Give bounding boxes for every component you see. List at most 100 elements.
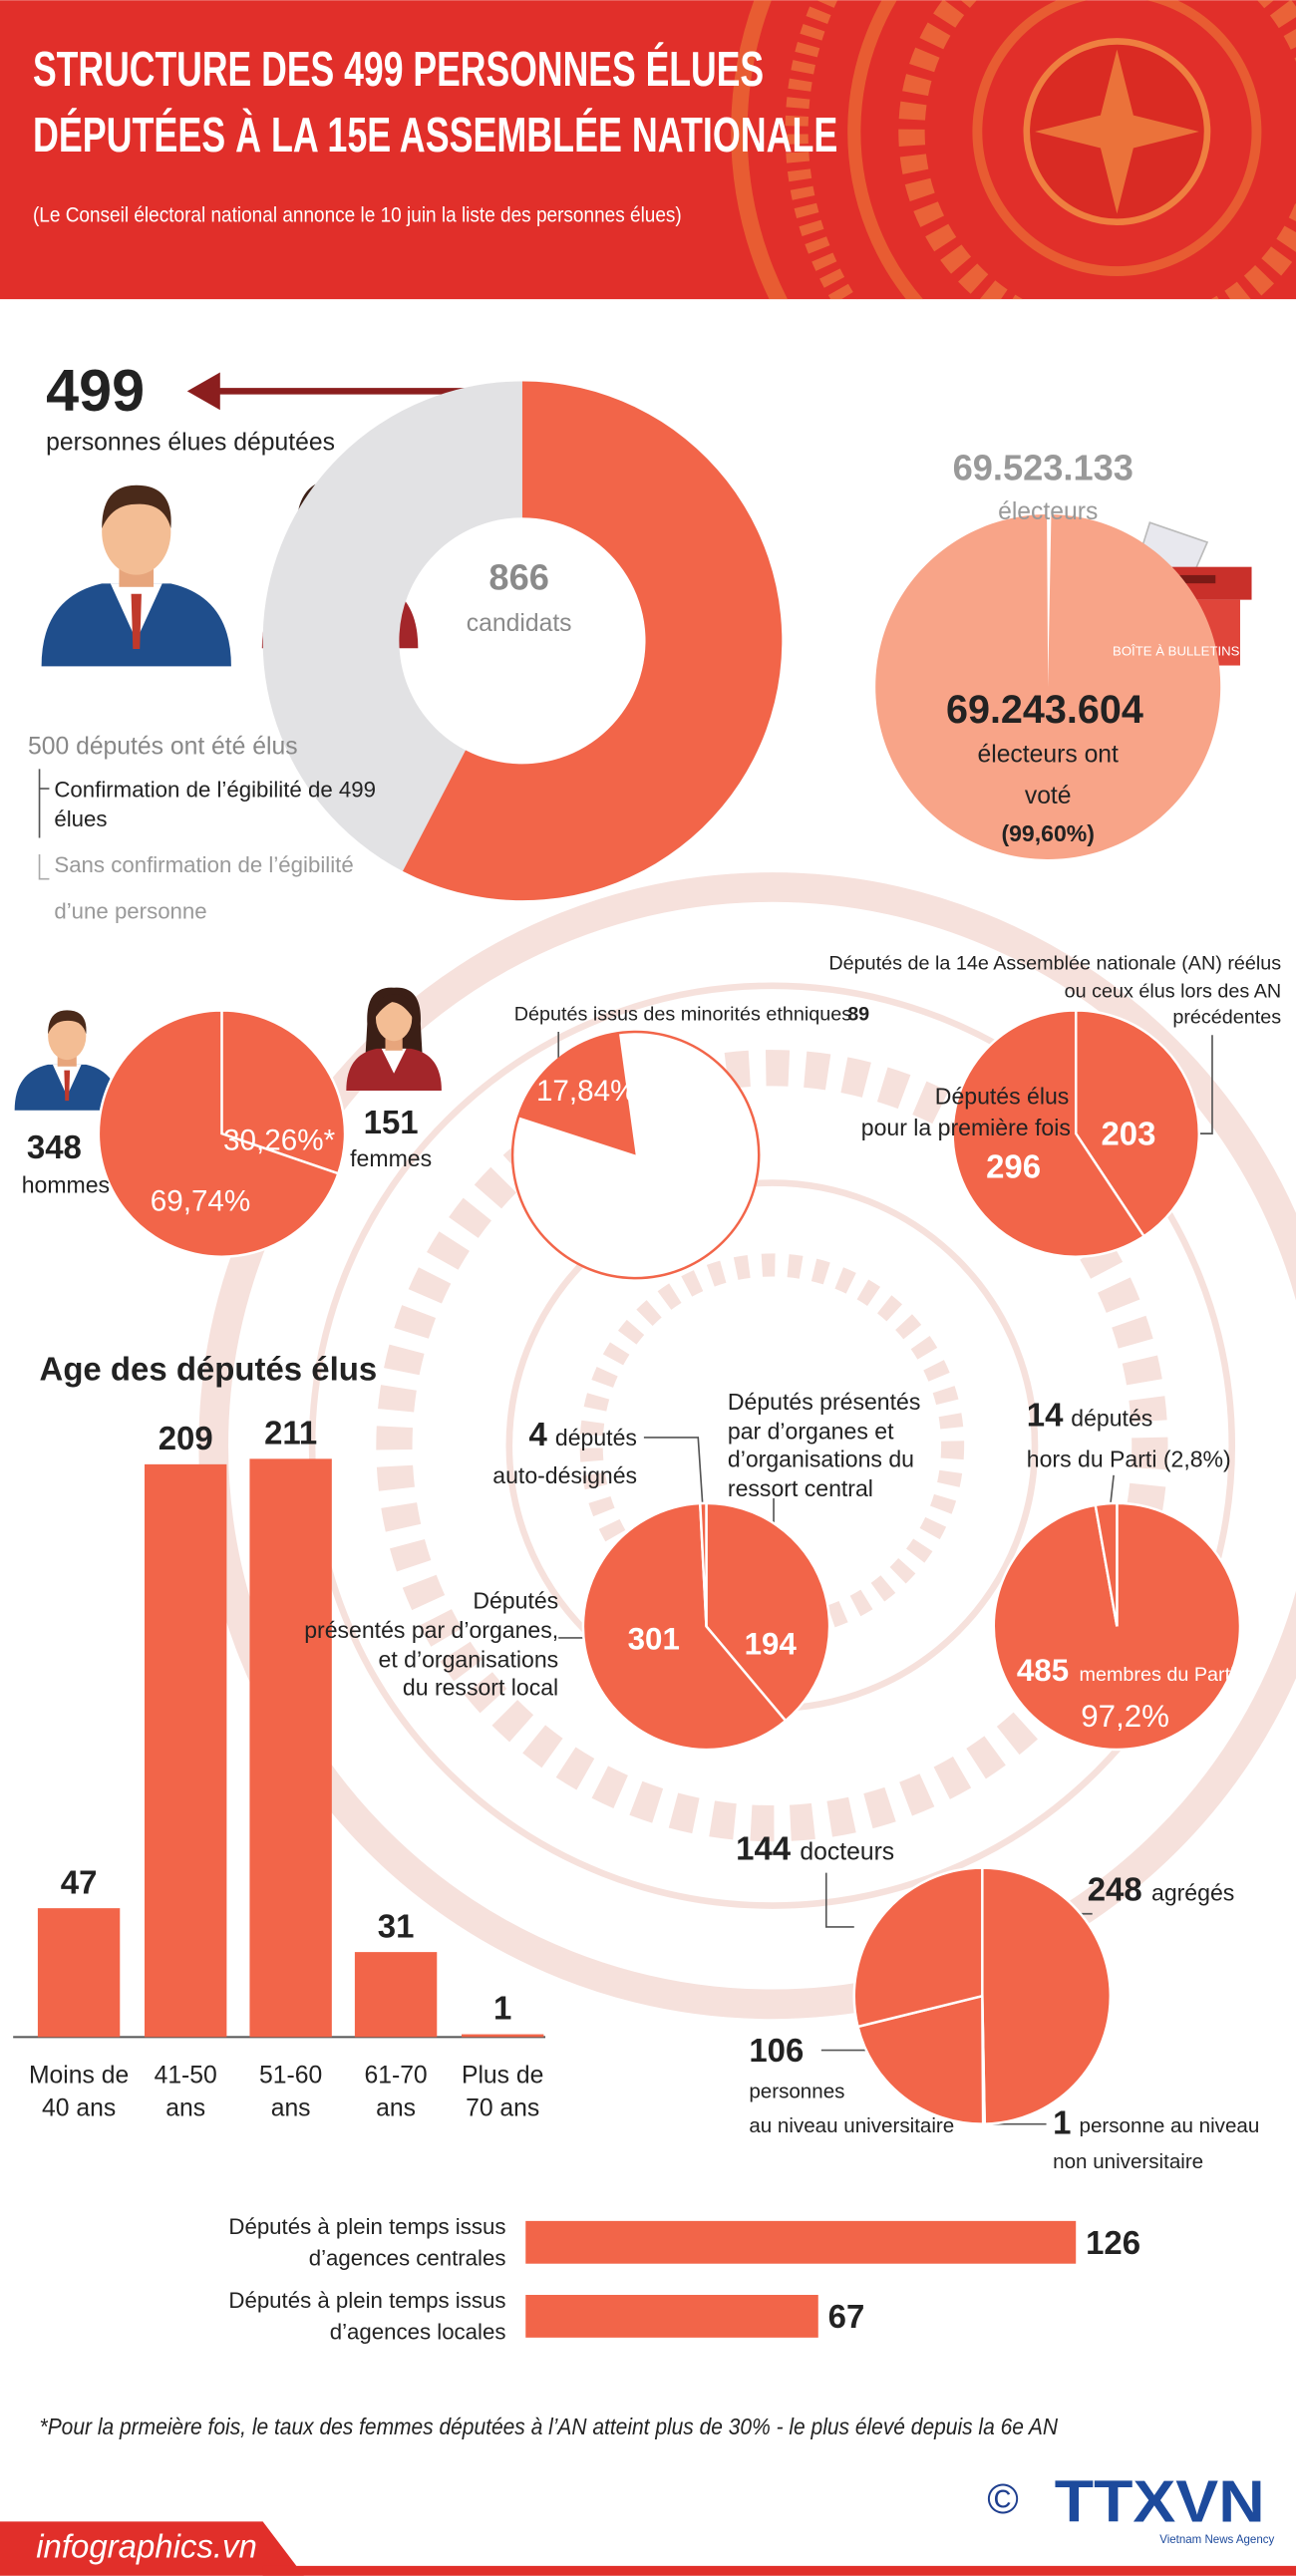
label: 30,26%* xyxy=(223,1125,336,1157)
category-label: Plus de xyxy=(462,2062,543,2089)
value-label: 67 xyxy=(828,2298,865,2335)
big-number: 499 xyxy=(46,357,145,424)
category-label: ans xyxy=(376,2094,416,2121)
man-icon xyxy=(41,484,231,667)
bar-label: d’agences centrales xyxy=(309,2245,506,2270)
bar xyxy=(525,2220,1077,2264)
category-label: 40 ans xyxy=(42,2094,116,2121)
pie-slice xyxy=(875,513,1221,859)
label: précédentes xyxy=(1172,1007,1281,1029)
label: 97,2% xyxy=(1081,1699,1169,1734)
bar-label: Députés à plein temps issus xyxy=(228,2214,505,2239)
label: Députés de la 14e Assemblée nationale (A… xyxy=(828,952,1281,974)
label: du ressort local xyxy=(403,1675,558,1701)
footer-band xyxy=(0,2521,1296,2576)
category-label: 70 ans xyxy=(466,2094,539,2121)
subtitle: (Le Conseil électoral national annonce l… xyxy=(33,203,682,227)
label: 144 xyxy=(736,1829,792,1866)
label: personne au niveau xyxy=(1080,2114,1260,2137)
category-label: 41-50 xyxy=(155,2062,217,2089)
label: Députés issus des minorités ethniques xyxy=(514,1003,852,1025)
pie-slice xyxy=(220,1009,347,1175)
value-label: 211 xyxy=(264,1415,317,1451)
bar-label: Députés à plein temps issus xyxy=(228,2288,505,2313)
pie-slice xyxy=(97,1009,340,1258)
pie-slice xyxy=(856,1994,985,2125)
label: par d’organes et xyxy=(728,1419,894,1445)
label: pour la première fois xyxy=(861,1115,1071,1140)
pie-slice xyxy=(1094,1501,1119,1627)
label: ou ceux élus lors des AN xyxy=(1065,980,1282,1002)
label: députés xyxy=(1071,1405,1152,1431)
label: personnes élues députées xyxy=(46,430,335,457)
label: BOÎTE À BULLETINS xyxy=(1113,644,1240,659)
label: 248 xyxy=(1088,1871,1142,1908)
value-label: 209 xyxy=(159,1420,213,1456)
value-label: 126 xyxy=(1086,2224,1140,2261)
label: et d’organisations xyxy=(379,1647,559,1673)
bar xyxy=(525,2295,818,2338)
agency-logo: TTXVN xyxy=(1055,2467,1265,2534)
pie-slice xyxy=(698,1501,708,1627)
category-label: ans xyxy=(165,2094,205,2121)
label: 500 députés ont été élus xyxy=(28,734,298,761)
label: 485 xyxy=(1017,1653,1069,1688)
bar-label: d’agences locales xyxy=(330,2319,506,2344)
label: présentés par d’organes, xyxy=(304,1617,558,1643)
big-number: 866 xyxy=(488,557,548,598)
label: 296 xyxy=(986,1148,1041,1185)
site: infographics.vn xyxy=(36,2528,257,2565)
label: hommes xyxy=(22,1171,110,1197)
pie-slice xyxy=(951,1009,1146,1258)
label: auto-désignés xyxy=(492,1462,637,1488)
agency-sub: Vietnam News Agency xyxy=(1159,2534,1274,2546)
label: 194 xyxy=(745,1626,798,1661)
label: membres du Parti xyxy=(1080,1664,1235,1686)
value-label: 31 xyxy=(378,1907,415,1944)
label: électeurs xyxy=(998,498,1098,525)
pie-slice xyxy=(981,1866,1113,2125)
bar xyxy=(37,1908,121,2038)
footnote: *Pour la prmeière fois, le taux des femm… xyxy=(40,2414,1059,2439)
label: Sans confirmation de l’égibilité xyxy=(54,852,353,877)
label: d’organisations du xyxy=(728,1447,914,1472)
background-pattern xyxy=(198,872,1296,2020)
label: femmes xyxy=(350,1145,432,1171)
label: docteurs xyxy=(800,1838,894,1865)
label: d’une personne xyxy=(54,898,206,923)
pie-slice xyxy=(518,1033,636,1155)
header-background xyxy=(0,0,1296,300)
value-label: 1 xyxy=(493,1990,511,2027)
label: voté xyxy=(1025,783,1072,809)
donut-slice xyxy=(403,381,783,901)
label: ressort central xyxy=(728,1475,873,1501)
section-title: Age des députés élus xyxy=(40,1350,378,1387)
label: élues xyxy=(54,806,107,831)
bar xyxy=(461,2034,544,2038)
category-label: ans xyxy=(271,2094,311,2121)
label: 1 xyxy=(1053,2104,1071,2141)
label: hors du Parti (2,8%) xyxy=(1027,1447,1231,1472)
big-number: 69.523.133 xyxy=(953,447,1134,487)
category-label: 61-70 xyxy=(364,2062,427,2089)
label: (99,60%) xyxy=(1001,820,1095,846)
label: 14 xyxy=(1027,1396,1064,1433)
label: députés xyxy=(555,1425,637,1450)
label: 151 xyxy=(364,1104,419,1140)
bar xyxy=(249,1458,332,2038)
label: Députés présentés xyxy=(728,1389,920,1415)
bar xyxy=(144,1463,227,2038)
title: STRUCTURE DES 499 PERSONNES ÉLUES xyxy=(33,41,764,97)
label: 203 xyxy=(1101,1116,1155,1152)
label: 106 xyxy=(749,2032,804,2069)
label: agrégés xyxy=(1151,1880,1234,1906)
label: 69,74% xyxy=(151,1185,251,1218)
label: au niveau universitaire xyxy=(749,2114,954,2137)
big-number: 69.243.604 xyxy=(946,688,1143,732)
label: Députés élus xyxy=(935,1083,1070,1109)
title: DÉPUTÉES À LA 15E ASSEMBLÉE NATIONALE xyxy=(33,107,837,162)
label: 301 xyxy=(628,1621,680,1656)
category-label: Moins de xyxy=(29,2062,129,2089)
